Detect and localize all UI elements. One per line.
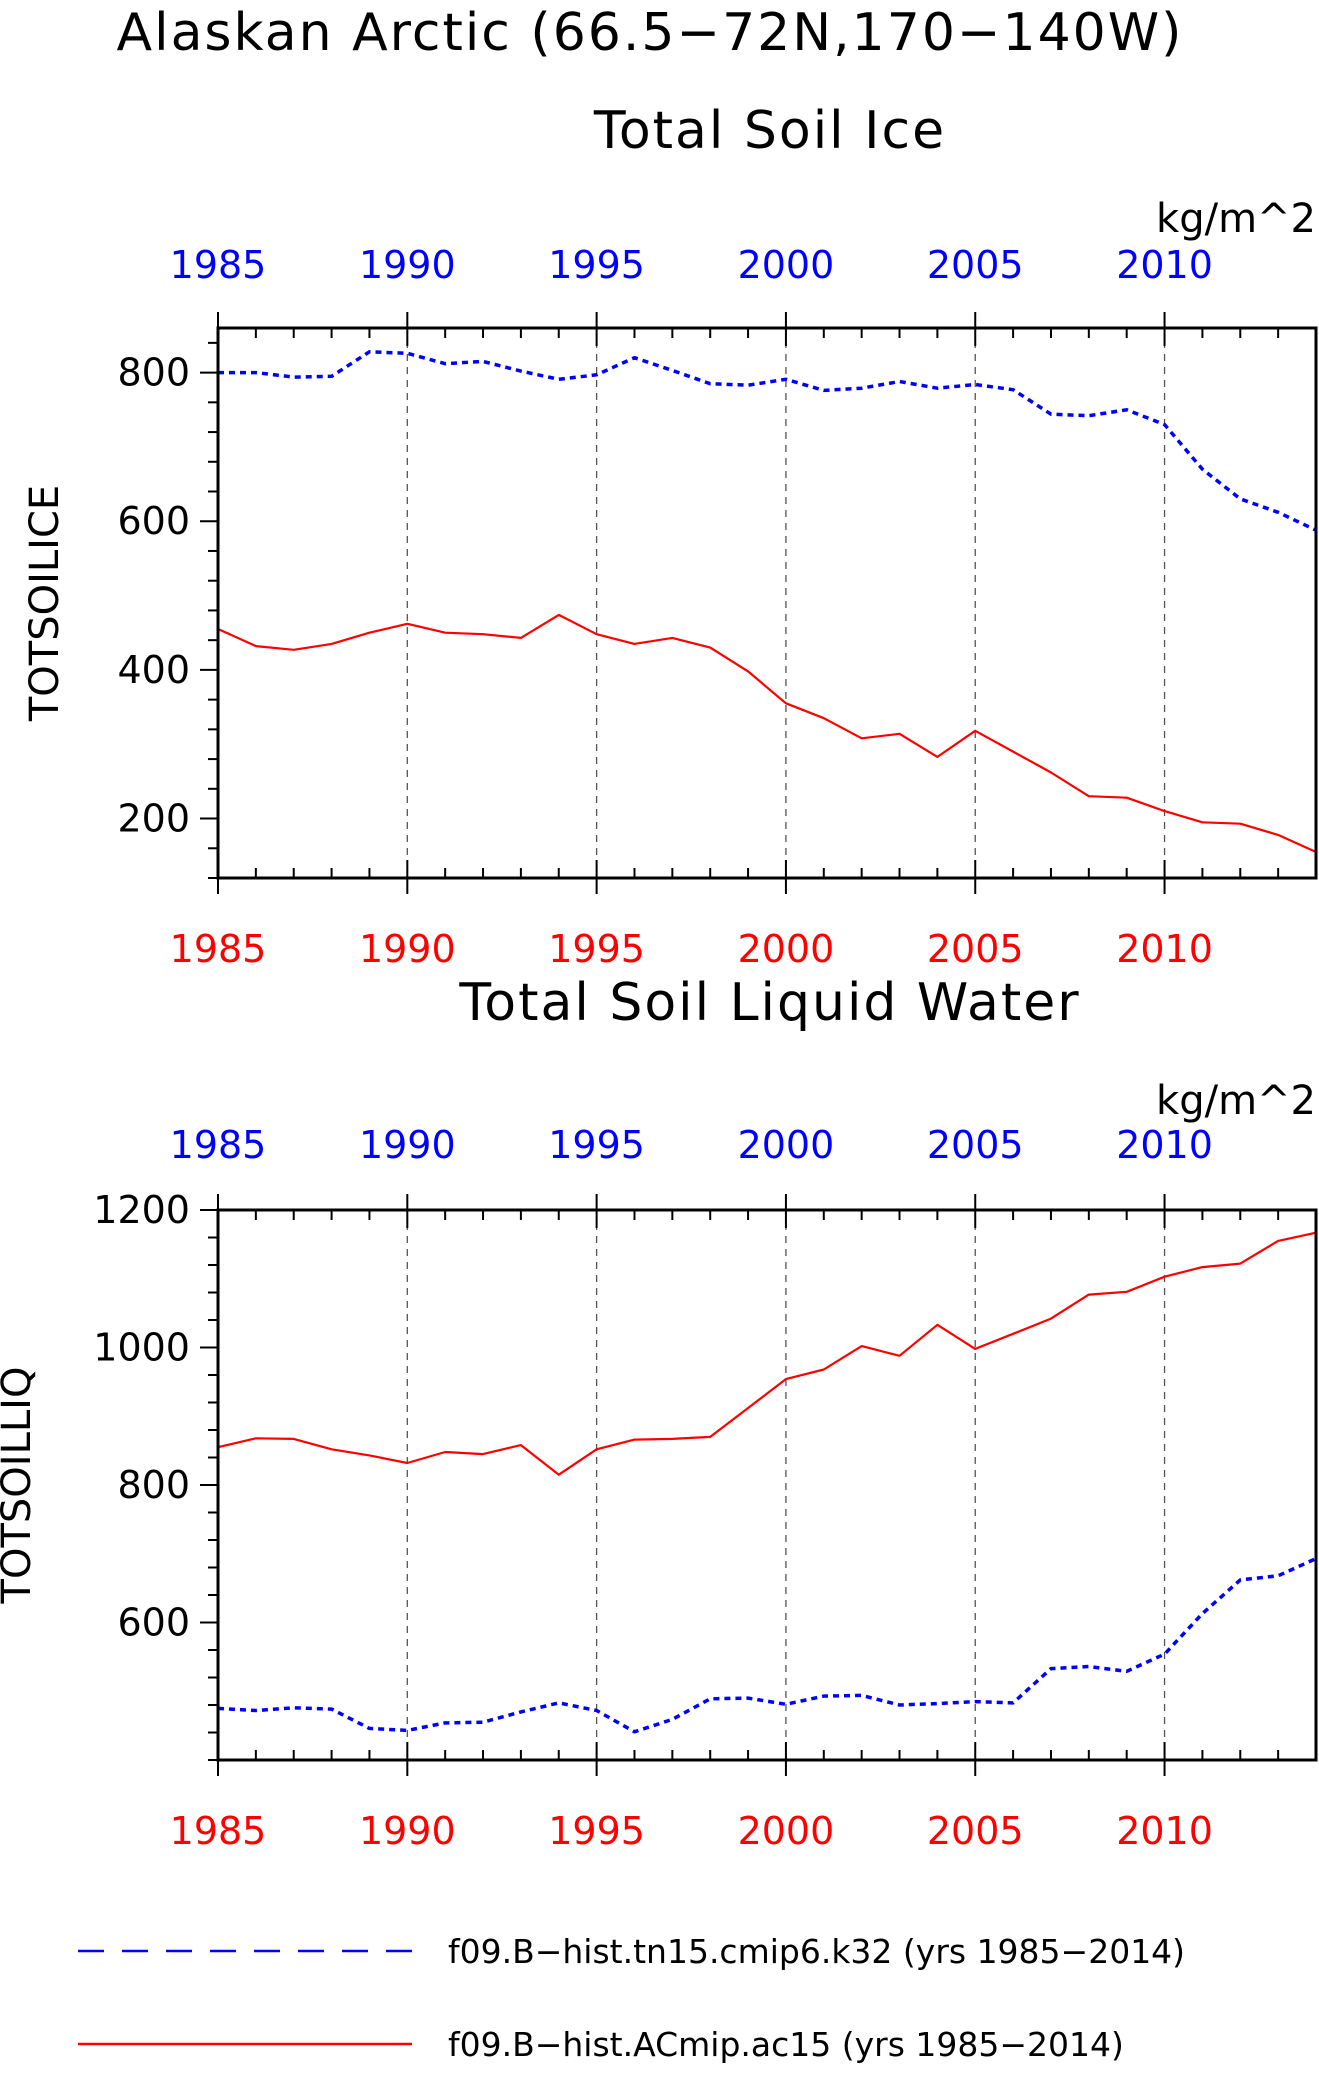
y-tick-label: 800 — [117, 351, 190, 395]
y-tick-label: 1000 — [93, 1326, 190, 1370]
legend-text-exp: f09.B−hist.ACmip.ac15 (yrs 1985−2014) — [448, 2025, 1124, 2064]
y-tick-label: 600 — [117, 499, 190, 543]
x-tick-label-top: 1995 — [548, 1123, 645, 1167]
x-tick-label-bottom: 1995 — [548, 1809, 645, 1853]
series-line-exp — [217, 613, 1317, 854]
x-tick-label-top: 2000 — [738, 243, 835, 287]
x-tick-label-bottom: 1990 — [359, 927, 456, 971]
x-tick-label-top: 2000 — [738, 1123, 835, 1167]
plot-frame — [216, 1208, 1318, 1762]
plot-frame — [216, 326, 1318, 880]
panel-total-soil-ice: Total Soil Ice kg/m^2 TOTSOILICE 1985 1985 19… — [22, 101, 1318, 971]
series-line-ctrl — [218, 350, 1317, 532]
x-tick-label-bottom: 2000 — [738, 927, 835, 971]
x-tick-label-top: 2005 — [927, 1123, 1024, 1167]
series-line-exp — [217, 1231, 1317, 1476]
legend-text-ctrl: f09.B−hist.tn15.cmip6.k32 (yrs 1985−2014… — [448, 1932, 1185, 1971]
x-tick-label-top: 1995 — [548, 243, 645, 287]
x-tick-label-top: 1990 — [359, 1123, 456, 1167]
x-tick-label-top: 2010 — [1116, 243, 1213, 287]
y-tick-label: 800 — [117, 1463, 190, 1507]
y-tick-label: 400 — [117, 648, 190, 692]
x-tick-label-bottom: 2005 — [927, 927, 1024, 971]
x-tick-label-top: 1985 — [170, 243, 267, 287]
x-tick-label-top: 2010 — [1116, 1123, 1213, 1167]
y-tick-label: 600 — [117, 1601, 190, 1645]
y-axis-label: TOTSOILLIQ — [0, 1367, 40, 1605]
x-tick-label-bottom: 2000 — [738, 1809, 835, 1853]
units-label: kg/m^2 — [1156, 1078, 1316, 1124]
panel-total-soil-liquid-water: Total Soil Liquid Water kg/m^2 TOTSOILLIQ 1… — [0, 973, 1318, 1853]
x-tick-label-bottom: 1985 — [170, 927, 267, 971]
x-tick-label-top: 1985 — [170, 1123, 267, 1167]
main-title: Alaskan Arctic (66.5−72N,170−140W) — [117, 3, 1184, 63]
series-line-ctrl — [217, 1557, 1317, 1734]
x-tick-label-top: 1990 — [359, 243, 456, 287]
panel-title: Total Soil Ice — [593, 101, 946, 161]
y-tick-label: 200 — [117, 797, 190, 841]
x-tick-label-bottom: 2005 — [927, 1809, 1024, 1853]
units-label: kg/m^2 — [1156, 196, 1316, 242]
x-tick-label-bottom: 2010 — [1116, 927, 1213, 971]
x-tick-label-bottom: 1995 — [548, 927, 645, 971]
panel-title: Total Soil Liquid Water — [458, 973, 1080, 1033]
legend: f09.B−hist.tn15.cmip6.k32 (yrs 1985−2014… — [78, 1932, 1185, 2064]
x-tick-label-bottom: 1985 — [170, 1809, 267, 1853]
y-axis-label: TOTSOILICE — [22, 485, 68, 722]
y-tick-label: 1200 — [93, 1188, 190, 1232]
x-tick-label-bottom: 1990 — [359, 1809, 456, 1853]
x-tick-label-bottom: 2010 — [1116, 1809, 1213, 1853]
x-tick-label-top: 2005 — [927, 243, 1024, 287]
